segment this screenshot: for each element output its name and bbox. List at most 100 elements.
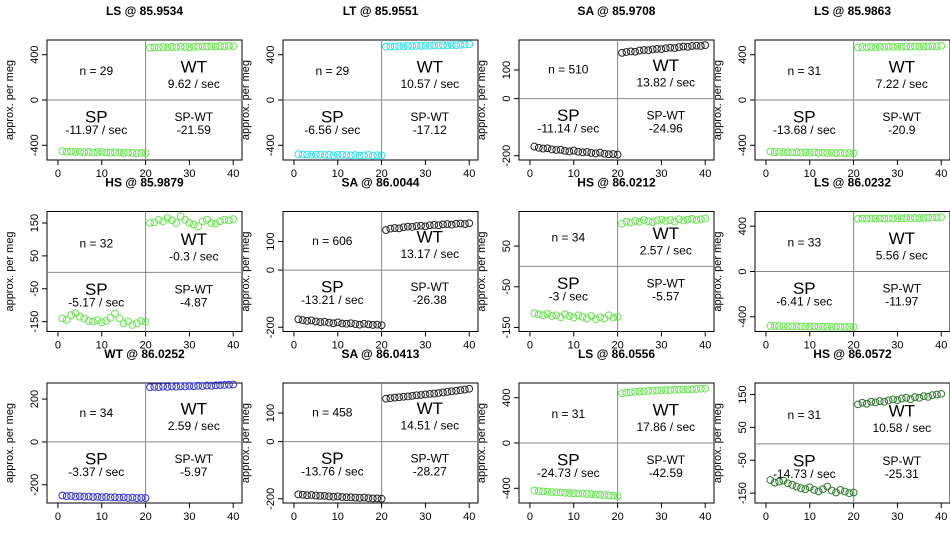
data-point <box>653 44 661 53</box>
data-point <box>631 47 640 56</box>
data-point <box>849 149 858 158</box>
data-point <box>154 383 163 391</box>
data-point <box>583 490 591 498</box>
data-point <box>216 381 224 390</box>
x-tick-label: 0 <box>291 511 297 523</box>
data-point <box>626 388 635 397</box>
data-point <box>591 315 600 324</box>
data-point <box>639 216 648 224</box>
data-point <box>203 42 211 51</box>
data-point <box>937 213 946 222</box>
diff-label: SP-WT <box>410 280 449 294</box>
data-point <box>163 382 172 391</box>
data-point <box>360 319 368 328</box>
data-point <box>915 393 924 402</box>
data-point <box>683 42 692 51</box>
sp-rate: -3 / sec <box>549 290 588 304</box>
data-point <box>399 42 408 51</box>
chart-title: WT @ 86.0252 <box>104 347 185 361</box>
data-point <box>307 151 316 159</box>
data-point <box>93 492 102 501</box>
data-point <box>417 42 425 50</box>
data-point <box>915 214 924 222</box>
x-tick-label: 0 <box>291 168 297 180</box>
data-point <box>159 382 168 391</box>
data-point <box>626 218 635 227</box>
data-point <box>911 393 919 402</box>
x-tick-label: 40 <box>227 168 239 180</box>
x-tick-label: 10 <box>804 511 816 523</box>
data-point <box>229 380 238 389</box>
data-point <box>635 387 644 396</box>
sp-label: SP <box>85 107 108 126</box>
x-tick-label: 20 <box>375 168 387 180</box>
y-tick-label: 150 <box>29 214 41 232</box>
wt-rate: 13.17 / sec <box>400 247 459 261</box>
data-point <box>333 492 342 501</box>
data-point <box>137 493 146 502</box>
diff-value: -17.12 <box>413 123 447 137</box>
wt-label: WT <box>653 56 679 75</box>
y-tick-label: -150 <box>501 316 513 338</box>
data-point <box>425 389 434 398</box>
data-point <box>425 41 434 50</box>
data-point <box>797 322 805 331</box>
data-point <box>609 313 618 322</box>
data-point <box>854 400 862 409</box>
data-point <box>347 319 355 328</box>
y-axis-label: approx. per meg <box>712 403 724 483</box>
sp-rate: -6.56 / sec <box>304 123 360 137</box>
y-tick-label: 0 <box>265 97 277 103</box>
data-point <box>862 214 871 223</box>
data-point <box>176 382 185 391</box>
chart-title: HS @ 86.0212 <box>577 176 656 190</box>
data-point <box>779 148 788 157</box>
wt-rate: 2.59 / sec <box>168 419 220 433</box>
data-point <box>338 319 347 328</box>
data-point <box>298 316 307 324</box>
data-point <box>666 43 675 52</box>
sp-label: SP <box>321 449 344 468</box>
x-tick-label: 20 <box>611 511 623 523</box>
x-tick-label: 0 <box>55 339 61 351</box>
data-point <box>906 214 915 223</box>
data-point <box>154 43 163 52</box>
data-point <box>919 392 928 401</box>
data-point <box>552 146 561 154</box>
y-tick-label: 400 <box>501 389 513 407</box>
x-tick-label: 40 <box>463 168 475 180</box>
data-point <box>342 151 351 160</box>
data-point <box>924 213 932 222</box>
data-point <box>604 150 613 159</box>
data-point <box>801 485 810 494</box>
y-tick-label: -400 <box>737 134 749 156</box>
data-point <box>661 386 670 395</box>
data-point <box>810 485 819 494</box>
data-point <box>889 43 897 51</box>
data-point <box>172 382 181 391</box>
data-point <box>412 41 421 50</box>
data-point <box>368 494 377 503</box>
data-point <box>775 477 784 486</box>
x-tick-label: 10 <box>332 339 344 351</box>
y-tick-label: 0 <box>737 97 749 103</box>
data-point <box>198 382 207 390</box>
data-point <box>561 310 569 319</box>
data-point <box>578 148 587 157</box>
data-point <box>194 222 203 231</box>
data-point <box>814 322 823 331</box>
data-point <box>146 43 154 52</box>
diff-label: SP-WT <box>882 454 921 468</box>
y-tick-label: 400 <box>737 46 749 64</box>
data-point <box>583 314 591 323</box>
data-point <box>639 46 648 54</box>
data-point <box>119 319 128 328</box>
x-tick-label: 40 <box>699 511 711 523</box>
data-point <box>626 47 635 56</box>
data-point <box>141 317 150 326</box>
data-point <box>373 320 382 329</box>
plot-frame <box>46 382 243 504</box>
data-point <box>840 322 849 331</box>
x-tick-label: 20 <box>139 339 151 351</box>
data-point <box>89 317 97 326</box>
